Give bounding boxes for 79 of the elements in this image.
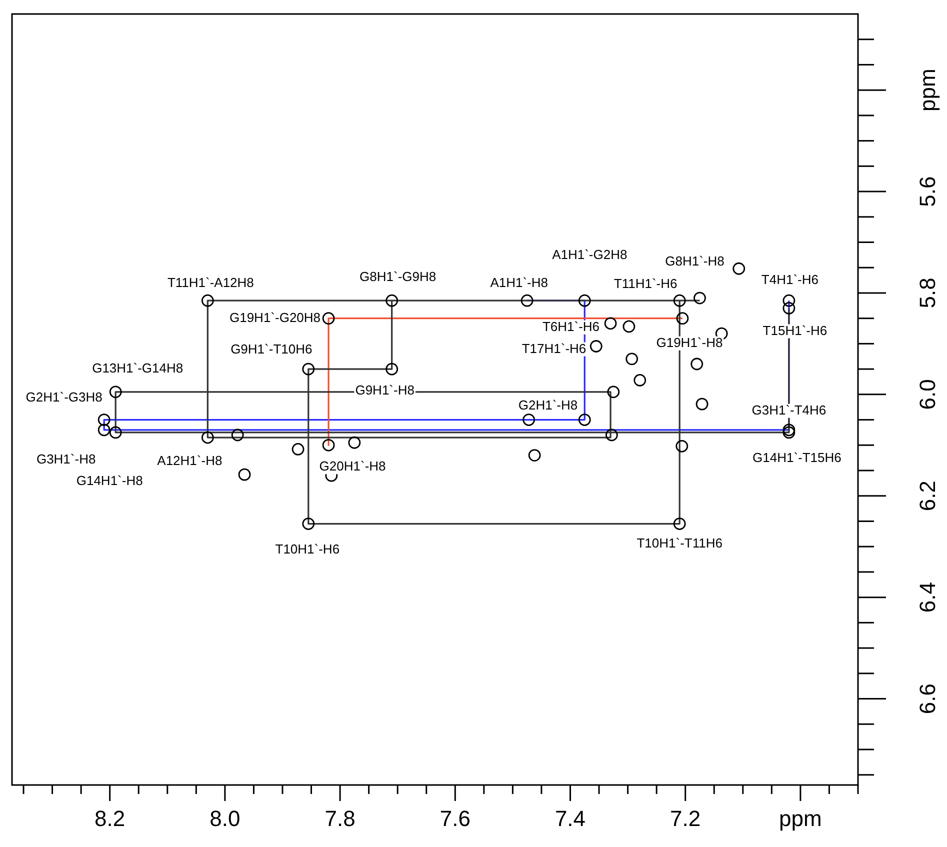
data-label: G2H1`-H8 — [518, 397, 578, 412]
point — [690, 358, 704, 370]
point — [634, 374, 646, 386]
point — [109, 386, 122, 398]
point — [604, 317, 617, 330]
point — [386, 294, 398, 307]
point — [626, 352, 638, 366]
point — [238, 468, 251, 481]
point — [590, 340, 602, 352]
data-label: G8H1`-G9H8 — [360, 269, 436, 284]
x-tick-label: 8.0 — [210, 806, 240, 832]
data-label: G2H1`-G3H8 — [26, 389, 102, 404]
point — [676, 440, 688, 452]
point — [386, 362, 398, 376]
data-label: G14H1`-H8 — [76, 473, 143, 488]
data-label: A1H1`-H8 — [490, 275, 548, 290]
x-tick-label: ppm — [779, 806, 822, 832]
point — [676, 312, 689, 325]
point — [231, 428, 244, 442]
y-tick-label: ppm — [915, 68, 940, 112]
data-label: G9H1`-T10H6 — [230, 342, 312, 357]
point — [607, 386, 620, 398]
point — [673, 518, 686, 530]
y-tick-label: 6.2 — [915, 480, 940, 512]
point — [782, 294, 796, 307]
point — [522, 414, 536, 426]
point — [578, 414, 591, 426]
x-tick-label: 7.2 — [670, 806, 701, 832]
point — [782, 424, 796, 436]
data-label: T11H1`-H6 — [614, 276, 678, 292]
data-label: T15H1`-H6 — [762, 322, 828, 338]
y-tick-label: 5.8 — [915, 278, 940, 308]
point — [622, 320, 636, 333]
data-label: G19H1`-G20H8 — [229, 310, 321, 325]
point — [578, 294, 591, 307]
point — [673, 294, 686, 307]
x-tick-label: 7.8 — [324, 806, 356, 832]
point — [302, 518, 315, 530]
point — [98, 414, 110, 426]
data-label: T6H1`-H6 — [542, 318, 600, 334]
point — [348, 436, 361, 449]
point — [696, 398, 708, 410]
point — [201, 431, 214, 444]
data-label: G13H1`-G14H8 — [92, 360, 184, 376]
data-label: T10H1`-H6 — [275, 541, 340, 556]
data-label: G20H1`-H8 — [319, 458, 386, 474]
data-label: G8H1`-H8 — [665, 254, 724, 269]
point — [109, 426, 122, 439]
y-tick-label: 6.0 — [915, 379, 940, 410]
point — [201, 294, 214, 307]
point — [98, 424, 110, 436]
point — [605, 428, 618, 442]
y-tick-label: 5.6 — [915, 176, 940, 207]
data-label: G3H1`-H8 — [36, 452, 96, 467]
point — [322, 438, 335, 452]
data-label: G9H1`-H8 — [355, 382, 414, 398]
data-label: T4H1`-H6 — [761, 272, 818, 288]
x-tick-label: 7.6 — [440, 806, 470, 832]
point — [694, 292, 706, 304]
point — [782, 302, 796, 314]
x-tick-label: 8.2 — [94, 806, 126, 832]
data-label: G14H1`-T15H6 — [752, 450, 842, 466]
point — [302, 362, 315, 376]
point — [292, 443, 304, 456]
data-label: T11H1`-A12H8 — [167, 275, 254, 290]
x-tick-label: 7.4 — [554, 806, 586, 832]
y-tick-label: 6.6 — [915, 683, 940, 714]
data-label: A12H1`-H8 — [157, 453, 222, 468]
data-label: A1H1`-G2H8 — [552, 247, 628, 262]
data-label: G3H1`-T4H6 — [752, 402, 826, 418]
point — [528, 449, 541, 462]
y-tick-label: 6.4 — [915, 582, 940, 613]
point — [520, 294, 534, 307]
data-label: T10H1`-T11H6 — [636, 535, 722, 550]
point — [322, 312, 335, 325]
data-label: G19H1`-H8 — [656, 334, 723, 350]
point — [732, 262, 746, 275]
point — [782, 426, 796, 439]
data-label: T17H1`-H6 — [522, 340, 586, 356]
